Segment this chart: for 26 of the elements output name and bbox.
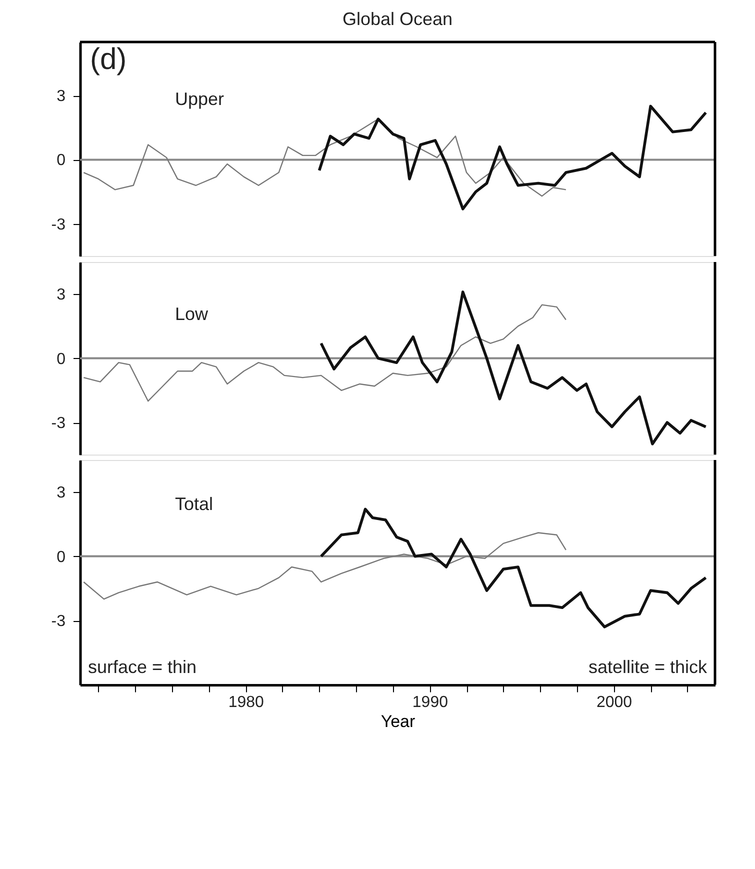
x-axis-title: Year	[380, 712, 416, 732]
annotation: surface = thin	[88, 657, 197, 677]
y-tick-label: -3	[51, 216, 66, 234]
annotation: satellite = thick	[588, 657, 708, 677]
y-tick-label: -3	[51, 613, 66, 630]
line-series	[318, 104, 708, 210]
line-series	[83, 118, 567, 197]
y-tick-label: 0	[56, 548, 66, 566]
y-tick-label: 3	[56, 88, 66, 105]
line-series	[83, 532, 567, 600]
y-tick-label: 0	[56, 350, 66, 368]
chart-title: Global Ocean	[342, 8, 453, 29]
y-tick-label: 0	[56, 152, 66, 170]
line-series	[320, 508, 708, 628]
annotation: Total	[175, 494, 214, 514]
x-tick-label: 1980	[228, 694, 264, 712]
x-tick-label: 1990	[412, 694, 448, 712]
line-series	[320, 290, 708, 446]
line-series	[83, 304, 567, 402]
annotation: (d)	[90, 43, 127, 76]
y-tick-label: 3	[56, 286, 66, 304]
y-tick-label: -3	[51, 415, 66, 432]
y-tick-label: 3	[56, 484, 66, 502]
annotation: Upper	[175, 89, 224, 109]
annotation: Low	[175, 304, 210, 324]
x-tick-label: 2000	[596, 694, 632, 712]
